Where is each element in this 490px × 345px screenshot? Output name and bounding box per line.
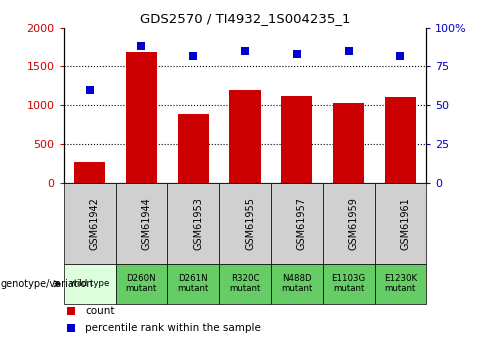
Text: GSM61944: GSM61944 bbox=[142, 197, 151, 250]
Bar bbox=[385, 97, 416, 183]
Text: D261N
mutant: D261N mutant bbox=[177, 274, 209, 294]
Bar bbox=[64, 264, 116, 304]
Bar bbox=[74, 162, 105, 183]
Bar bbox=[64, 183, 116, 264]
Point bbox=[293, 51, 301, 57]
Bar bbox=[116, 264, 167, 304]
Text: N488D
mutant: N488D mutant bbox=[281, 274, 313, 294]
Text: percentile rank within the sample: percentile rank within the sample bbox=[85, 324, 261, 333]
Text: GSM61955: GSM61955 bbox=[245, 197, 255, 250]
Point bbox=[396, 53, 404, 58]
Bar bbox=[219, 183, 271, 264]
Point bbox=[241, 48, 249, 53]
Bar bbox=[116, 183, 167, 264]
Text: E1103G
mutant: E1103G mutant bbox=[331, 274, 366, 294]
Text: GSM61961: GSM61961 bbox=[400, 197, 411, 250]
Text: R320C
mutant: R320C mutant bbox=[229, 274, 261, 294]
Bar bbox=[374, 264, 426, 304]
Bar bbox=[271, 183, 323, 264]
Bar bbox=[167, 264, 219, 304]
Point bbox=[189, 53, 197, 58]
Bar bbox=[271, 264, 323, 304]
Text: GSM61942: GSM61942 bbox=[90, 197, 99, 250]
Title: GDS2570 / TI4932_1S004235_1: GDS2570 / TI4932_1S004235_1 bbox=[140, 12, 350, 25]
Bar bbox=[323, 264, 374, 304]
Text: GSM61953: GSM61953 bbox=[193, 197, 203, 250]
Point bbox=[67, 326, 75, 331]
Point bbox=[344, 48, 352, 53]
Text: D260N
mutant: D260N mutant bbox=[126, 274, 157, 294]
Text: genotype/variation: genotype/variation bbox=[0, 279, 93, 289]
Bar bbox=[374, 183, 426, 264]
Bar bbox=[126, 52, 157, 183]
Bar bbox=[178, 114, 209, 183]
Text: GSM61957: GSM61957 bbox=[297, 197, 307, 250]
Text: E1230K
mutant: E1230K mutant bbox=[384, 274, 417, 294]
Point bbox=[86, 87, 94, 92]
Text: GSM61959: GSM61959 bbox=[348, 197, 359, 250]
Text: wild type: wild type bbox=[70, 279, 109, 288]
Bar bbox=[333, 103, 364, 183]
Bar bbox=[229, 90, 261, 183]
Bar bbox=[219, 264, 271, 304]
Bar bbox=[323, 183, 374, 264]
Bar bbox=[281, 96, 312, 183]
Point bbox=[138, 43, 146, 49]
Text: count: count bbox=[85, 306, 115, 316]
Bar bbox=[167, 183, 219, 264]
Point bbox=[67, 309, 75, 314]
